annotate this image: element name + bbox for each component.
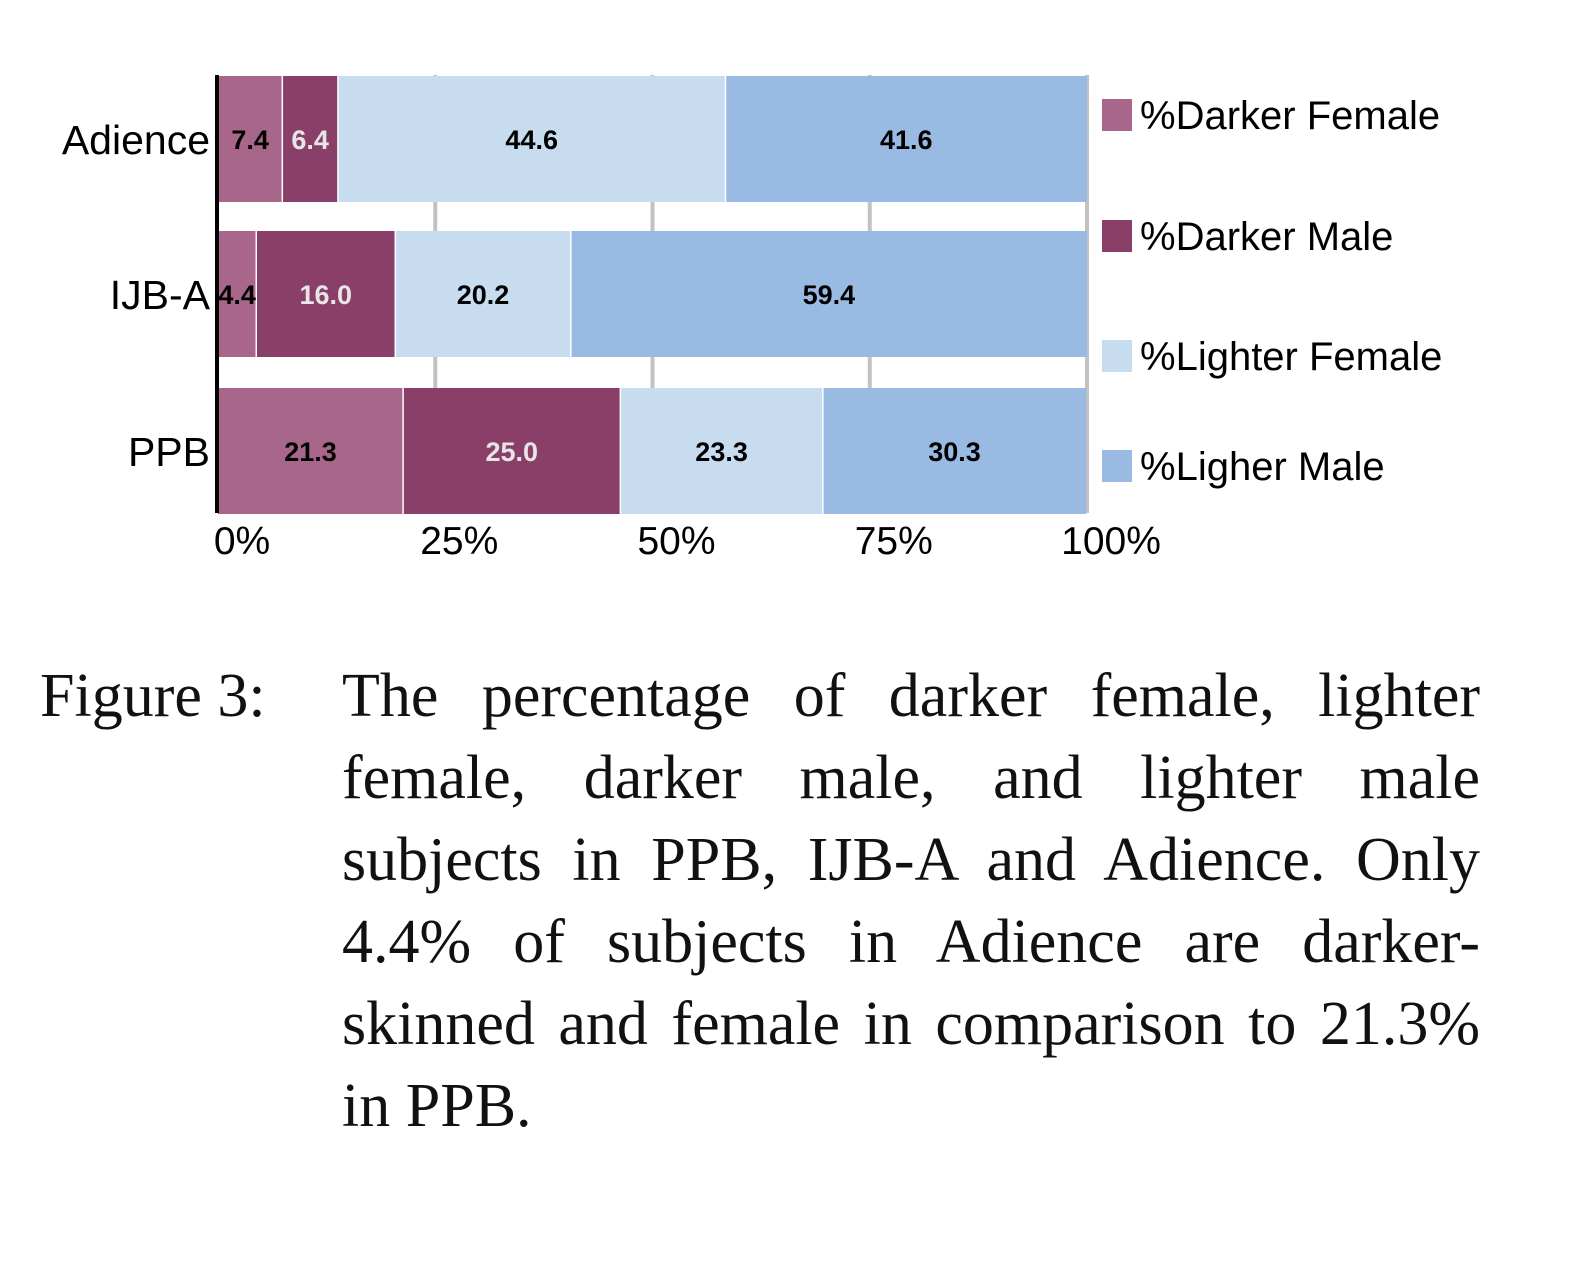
figure-caption: Figure 3: The percentage of darker femal…: [40, 655, 1480, 1147]
data-labels: 7.4 6.4 44.6 41.6 4.4 16.0 20.2 59.4 21.3 25.0 23.…: [218, 125, 980, 467]
legend-label: %Darker Male: [1140, 215, 1393, 259]
bar-segment: [218, 76, 283, 202]
x-tick-label: 25%: [420, 520, 498, 563]
data-label: 23.3: [695, 437, 748, 467]
bar-segment: [282, 76, 338, 202]
bar-segment: [620, 388, 823, 514]
x-tick-label: 0%: [214, 520, 270, 563]
legend-swatch: [1102, 220, 1132, 252]
axes: Adience IJB-A PPB 0% 25% 50% 75% 100%: [62, 75, 1161, 563]
legend: %Darker Female %Darker Male %Lighter Femal…: [1102, 94, 1442, 489]
bar-segment: [403, 388, 621, 514]
x-tick-label: 100%: [1061, 520, 1161, 563]
data-label: 16.0: [299, 280, 352, 310]
bar-segment: [218, 231, 257, 357]
x-tick-label: 75%: [855, 520, 933, 563]
caption-text: The percentage of darker female, lighter…: [342, 662, 1480, 1140]
bar-segment: [218, 388, 404, 514]
bar-segment: [725, 76, 1087, 202]
data-label: 30.3: [928, 437, 981, 467]
legend-swatch: [1102, 450, 1132, 482]
legend-label: %Ligher Male: [1140, 445, 1385, 489]
bar-segment: [570, 231, 1087, 357]
category-label: Adience: [62, 117, 210, 163]
caption-label: Figure 3:: [40, 662, 266, 730]
bar-segment: [395, 231, 571, 357]
data-label: 59.4: [803, 280, 856, 310]
category-label: IJB-A: [110, 272, 211, 318]
data-label: 21.3: [284, 437, 337, 467]
bar-segment: [256, 231, 396, 357]
bar-segment: [337, 76, 726, 202]
bars: [218, 76, 1087, 514]
data-label: 25.0: [485, 437, 538, 467]
data-label: 6.4: [291, 125, 329, 155]
data-label: 41.6: [880, 125, 933, 155]
legend-label: %Lighter Female: [1140, 335, 1442, 379]
stacked-bar-chart: 7.4 6.4 44.6 41.6 4.4 16.0 20.2 59.4 21.3 25.0 23.…: [62, 75, 1442, 563]
legend-swatch: [1102, 340, 1132, 372]
data-label: 7.4: [231, 125, 269, 155]
x-tick-label: 50%: [637, 520, 715, 563]
bar-segment: [822, 388, 1087, 514]
legend-swatch: [1102, 99, 1132, 131]
data-label: 44.6: [505, 125, 558, 155]
data-label: 20.2: [457, 280, 510, 310]
data-label: 4.4: [218, 280, 256, 310]
category-label: PPB: [128, 429, 210, 475]
legend-label: %Darker Female: [1140, 94, 1440, 138]
